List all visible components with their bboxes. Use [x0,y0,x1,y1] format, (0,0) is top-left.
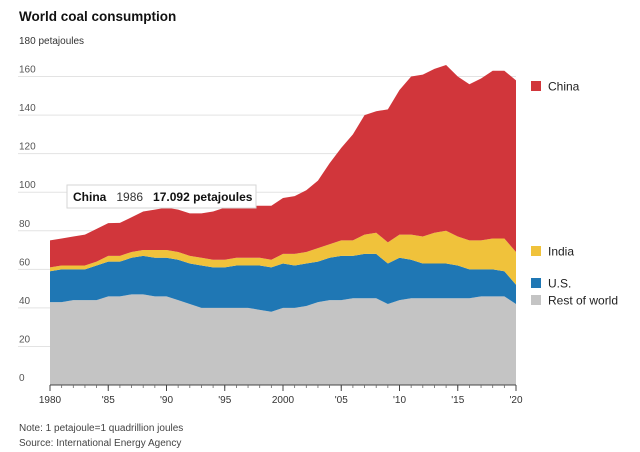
y-tick-label: 20 [19,334,31,345]
chart-source: Source: International Energy Agency [19,438,181,449]
y-axis-unit-label: 180 petajoules [19,36,84,47]
x-tick-label: '10 [393,395,406,406]
legend-label-china: China [548,80,580,94]
x-tick-label: 2000 [272,395,295,406]
y-tick-label: 0 [19,373,25,384]
x-tick-label: '15 [451,395,464,406]
legend-label-u-s: U.S. [548,277,571,291]
y-tick-label: 140 [19,103,36,114]
x-axis: 1980 '85 '90 '95 2000 '05 '10 '15 '20 [39,384,523,406]
legend-swatch-china [531,81,541,91]
area-india[interactable] [50,230,516,285]
tooltip-series: China [73,190,107,204]
tooltip-box [66,184,257,209]
tooltip-text: China 1986 17.092 petajoules [73,190,253,204]
y-tick-label: 100 [19,180,36,191]
y-axis-ticks: 0 20 40 60 80 100 120 140 160 [19,65,36,384]
area-rest-of-world[interactable] [50,294,516,385]
y-tick-label: 80 [19,219,31,230]
legend-label-india: India [548,245,574,259]
x-tick-label: 1980 [39,395,62,406]
y-tick-label: 160 [19,65,36,76]
y-tick-label: 40 [19,296,31,307]
tooltip-year: 1986 [116,190,143,204]
stacked-areas [50,64,516,385]
y-tick-label: 120 [19,142,36,153]
y-tick-label: 60 [19,257,31,268]
x-tick-label: '90 [160,395,173,406]
x-tick-label: '20 [509,395,522,406]
chart-note: Note: 1 petajoule=1 quadrillion joules [19,423,183,434]
legend-swatch-rest-of-world [531,295,541,305]
x-tick-label: '05 [335,395,348,406]
chart-title: World coal consumption [19,9,176,24]
x-tick-label: '95 [218,395,231,406]
legend-label-rest-of-world: Rest of world [548,294,618,308]
legend: China India U.S. Rest of world [531,80,618,308]
area-china[interactable] [50,64,516,268]
legend-swatch-u-s [531,278,541,288]
area-u-s[interactable] [50,253,516,312]
hover-tooltip: China 1986 17.092 petajoules [66,184,257,209]
legend-swatch-india [531,246,541,256]
tooltip-value: 17.092 petajoules [153,190,253,204]
x-tick-label: '85 [102,395,115,406]
